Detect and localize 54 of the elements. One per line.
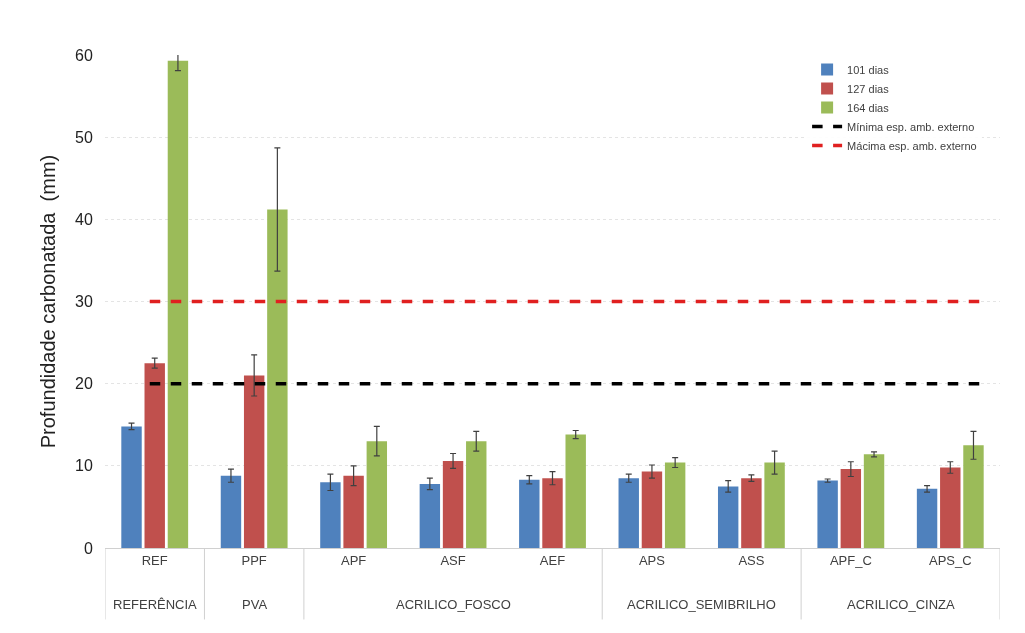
bar xyxy=(442,460,464,548)
y-tick-label: 30 xyxy=(75,293,93,311)
bar xyxy=(840,469,862,548)
bar xyxy=(466,441,487,548)
bar xyxy=(366,441,388,548)
bar xyxy=(144,363,165,548)
text: ACRILICO_FOSCO xyxy=(396,597,511,612)
bar xyxy=(243,375,265,548)
bar xyxy=(717,486,739,548)
y-tick-label: 20 xyxy=(75,375,93,393)
bar xyxy=(940,467,961,548)
bar xyxy=(121,426,142,548)
bar xyxy=(963,445,984,548)
bar xyxy=(343,475,364,548)
legend-label: Mínima esp. amb. externo xyxy=(847,120,975,133)
bar xyxy=(641,471,663,548)
x-tick-label: AEF xyxy=(539,552,566,568)
bar xyxy=(267,209,288,548)
x-tick-label: ASS xyxy=(738,552,765,568)
bar xyxy=(167,60,189,548)
y-tick-label: 10 xyxy=(75,457,93,475)
bar xyxy=(220,475,242,548)
bar xyxy=(764,462,785,548)
y-tick-label: 0 xyxy=(83,539,93,557)
y-tick-label: 40 xyxy=(75,210,93,228)
legend-label: 127 dias xyxy=(847,82,890,95)
legend-label: 101 dias xyxy=(847,63,890,76)
bar xyxy=(817,480,838,548)
bar xyxy=(863,454,885,548)
y-tick-label: 50 xyxy=(75,128,93,146)
bar xyxy=(320,482,341,548)
x-tick-label: APS_C xyxy=(928,552,972,568)
bar xyxy=(542,478,563,548)
bar xyxy=(664,462,686,548)
legend-label: 164 dias xyxy=(847,101,890,114)
y-tick-label: 60 xyxy=(75,46,93,64)
x-tick-label: ASF xyxy=(440,552,466,568)
x-tick-label: APS xyxy=(638,552,666,568)
text: ACRILICO_CINZA xyxy=(847,597,955,612)
x-tick-label: REF xyxy=(141,552,168,568)
x-tick-label: PPF xyxy=(241,552,267,568)
x-tick-label: APF xyxy=(340,552,367,568)
bar xyxy=(419,483,441,548)
y-axis-title: Profundidade carbonatada (mm) xyxy=(37,154,59,449)
text: ACRILICO_SEMIBRILHO xyxy=(627,597,776,612)
bar xyxy=(741,478,762,548)
legend-label: Mácima esp. amb. externo xyxy=(847,139,977,152)
text: PVA xyxy=(242,597,268,612)
text: REFERÊNCIA xyxy=(113,597,198,612)
bar xyxy=(565,434,586,548)
bar xyxy=(916,488,938,548)
bar xyxy=(618,478,639,548)
x-tick-label: APF_C xyxy=(829,552,872,568)
bar xyxy=(519,479,540,548)
